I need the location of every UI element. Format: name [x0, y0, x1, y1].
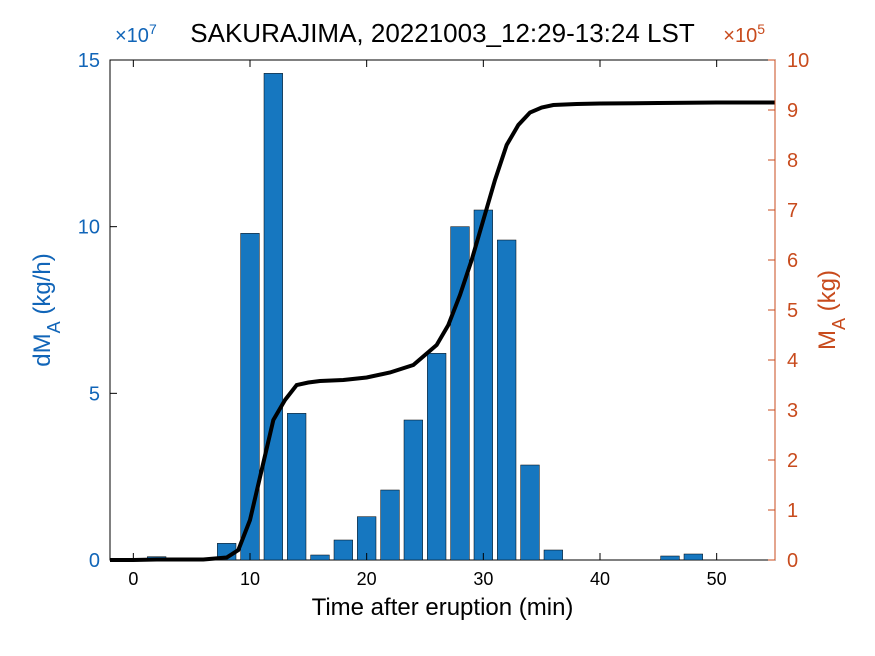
y-right-tick-label: 0: [787, 550, 798, 572]
x-tick-label: 10: [240, 569, 260, 589]
bar: [404, 420, 423, 560]
chart-svg: 0 10 20 30 40 50 0 5 10 15 0 1 2 3 4 5 6 7 8 9 10 SAKURAJIMA,…: [0, 0, 875, 656]
chart-title: SAKURAJIMA, 20221003_12:29-13:24 LST: [190, 18, 695, 48]
bar: [497, 240, 516, 560]
y-right-tick-label: 3: [787, 400, 798, 422]
bar: [287, 413, 306, 560]
y-left-tick-label: 0: [89, 550, 100, 572]
bar: [381, 490, 400, 560]
y-right-tick-label: 4: [787, 350, 798, 372]
y-left-tick-label: 5: [89, 383, 100, 405]
y-right-multiplier: ×105: [723, 21, 765, 47]
bar: [684, 554, 703, 560]
x-tick-label: 20: [357, 569, 377, 589]
y-right-tick-label: 2: [787, 450, 798, 472]
y-right-tick-label: 6: [787, 250, 798, 272]
bar: [544, 550, 563, 560]
y-left-axis-label: dMA (kg/h): [29, 253, 64, 366]
bar: [521, 465, 540, 560]
x-tick-label: 30: [473, 569, 493, 589]
y-right-tick-label: 10: [787, 50, 809, 72]
bar: [311, 555, 330, 560]
y-left-tick-label: 10: [78, 217, 100, 239]
y-right-tick-label: 8: [787, 150, 798, 172]
bar: [241, 233, 260, 560]
y-right-tick-label: 1: [787, 500, 798, 522]
x-axis-label: Time after eruption (min): [312, 594, 574, 621]
y-right-tick-label: 7: [787, 200, 798, 222]
y-left-tick-label: 15: [78, 50, 100, 72]
y-left-multiplier: ×107: [115, 21, 157, 47]
bar: [427, 353, 446, 560]
y-right-tick-label: 5: [787, 300, 798, 322]
y-right-axis-label: MA (kg): [814, 270, 849, 350]
x-tick-label: 40: [590, 569, 610, 589]
y-right-tick-label: 9: [787, 100, 798, 122]
x-tick-label: 50: [707, 569, 727, 589]
bar: [474, 210, 493, 560]
chart-container: { "chart": { "type": "bar+line-dual-axis…: [0, 0, 875, 656]
bar: [334, 540, 353, 560]
bar: [264, 73, 283, 560]
x-tick-label: 0: [128, 569, 138, 589]
bar: [661, 556, 680, 560]
